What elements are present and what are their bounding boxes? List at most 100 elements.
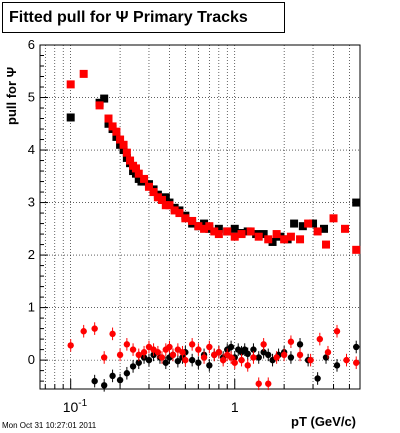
data-point-3-7 xyxy=(129,346,137,353)
x-tick-label-0: 10-1 xyxy=(63,398,88,415)
data-point-3-36 xyxy=(273,354,280,361)
data-point-3-44 xyxy=(343,356,350,364)
data-point-0-38 xyxy=(290,219,299,228)
plot-frame xyxy=(39,44,361,390)
data-point-1-32 xyxy=(246,227,255,236)
data-point-1-37 xyxy=(286,232,295,241)
data-point-2-5 xyxy=(129,363,137,370)
y-tick-label-1: 1 xyxy=(28,300,35,315)
data-point-1-4 xyxy=(108,122,117,131)
data-point-3-2 xyxy=(91,325,98,332)
y-tick-label-6: 6 xyxy=(28,37,35,52)
data-point-1-2 xyxy=(95,101,104,110)
x-axis-label: pT (GeV/c) xyxy=(291,414,357,429)
data-point-1-33 xyxy=(254,232,263,241)
data-point-0-40 xyxy=(309,219,318,228)
data-point-0-39 xyxy=(298,222,307,231)
data-point-1-17 xyxy=(157,195,166,204)
data-point-1-15 xyxy=(149,188,158,197)
data-point-2-6 xyxy=(135,359,142,366)
data-point-1-27 xyxy=(210,227,219,236)
data-point-2-43 xyxy=(333,362,341,369)
data-point-1-24 xyxy=(194,222,203,231)
data-point-3-42 xyxy=(324,349,332,356)
data-point-0-34 xyxy=(259,230,268,239)
data-point-3-12 xyxy=(154,349,162,356)
data-point-1-41 xyxy=(322,240,331,249)
data-point-0-28 xyxy=(214,224,223,233)
data-point-2-30 xyxy=(244,350,251,358)
title-box: Fitted pull for Ψ Primary Tracks xyxy=(2,2,285,33)
y-tick-label-0: 0 xyxy=(28,352,35,367)
data-point-1-9 xyxy=(126,156,135,165)
data-point-3-21 xyxy=(195,346,202,353)
data-point-3-5 xyxy=(116,351,124,359)
data-point-1-14 xyxy=(144,182,153,191)
data-point-3-28 xyxy=(227,354,235,361)
data-point-3-18 xyxy=(179,349,186,356)
data-point-1-1 xyxy=(79,69,88,78)
data-point-3-30 xyxy=(238,356,245,364)
data-point-1-25 xyxy=(200,224,209,233)
data-point-1-35 xyxy=(272,230,281,239)
data-point-0-0 xyxy=(66,113,75,122)
data-point-2-11 xyxy=(162,359,170,366)
data-point-0-30 xyxy=(230,224,239,233)
data-point-3-19 xyxy=(182,356,189,364)
data-point-0-42 xyxy=(352,198,361,207)
data-point-1-11 xyxy=(131,164,140,173)
data-point-3-37 xyxy=(280,351,288,359)
data-point-2-2 xyxy=(109,372,116,380)
data-point-1-6 xyxy=(116,135,125,144)
chart-title: Fitted pull for Ψ Primary Tracks xyxy=(9,9,248,26)
data-point-0-26 xyxy=(200,219,209,228)
data-point-1-7 xyxy=(119,140,128,149)
data-point-3-39 xyxy=(296,351,304,359)
data-point-3-25 xyxy=(215,349,223,356)
data-point-2-18 xyxy=(195,359,202,366)
data-point-1-31 xyxy=(237,230,246,239)
data-point-2-41 xyxy=(314,375,321,382)
data-point-1-26 xyxy=(205,222,214,231)
data-point-1-3 xyxy=(104,114,113,123)
data-point-1-21 xyxy=(175,209,184,218)
y-tick-label-2: 2 xyxy=(28,247,35,262)
data-point-1-19 xyxy=(165,201,174,210)
data-point-3-38 xyxy=(287,338,295,345)
data-point-3-35 xyxy=(265,380,272,387)
data-point-0-2 xyxy=(100,94,109,103)
data-point-2-14 xyxy=(174,357,182,365)
data-point-1-43 xyxy=(341,224,350,233)
data-point-1-29 xyxy=(223,227,232,236)
data-point-3-1 xyxy=(80,328,87,335)
data-point-1-39 xyxy=(304,219,313,228)
y-tick-label-3: 3 xyxy=(28,195,35,210)
data-point-2-8 xyxy=(145,356,153,364)
data-point-1-30 xyxy=(230,232,239,241)
data-point-0-3 xyxy=(104,119,113,128)
data-point-1-20 xyxy=(170,206,179,215)
data-point-3-16 xyxy=(169,351,177,359)
data-point-2-0 xyxy=(91,377,98,385)
data-point-3-33 xyxy=(255,380,262,387)
data-point-1-38 xyxy=(296,235,305,244)
data-point-2-25 xyxy=(227,343,235,351)
data-point-1-12 xyxy=(134,169,143,178)
data-point-2-34 xyxy=(265,351,272,359)
x-tick-label-1: 1 xyxy=(231,399,239,415)
data-point-3-3 xyxy=(100,354,108,361)
data-point-3-0 xyxy=(67,342,74,349)
data-point-1-16 xyxy=(153,193,162,202)
data-point-3-6 xyxy=(123,341,131,348)
data-point-3-40 xyxy=(307,356,314,364)
data-point-1-44 xyxy=(352,245,361,254)
data-point-2-32 xyxy=(255,354,262,361)
data-point-1-5 xyxy=(112,127,121,136)
data-point-2-44 xyxy=(353,343,360,351)
data-point-0-35 xyxy=(268,237,277,246)
data-point-3-29 xyxy=(231,359,238,366)
data-point-3-34 xyxy=(260,341,267,348)
data-point-3-45 xyxy=(353,359,360,366)
data-point-3-8 xyxy=(135,351,142,359)
